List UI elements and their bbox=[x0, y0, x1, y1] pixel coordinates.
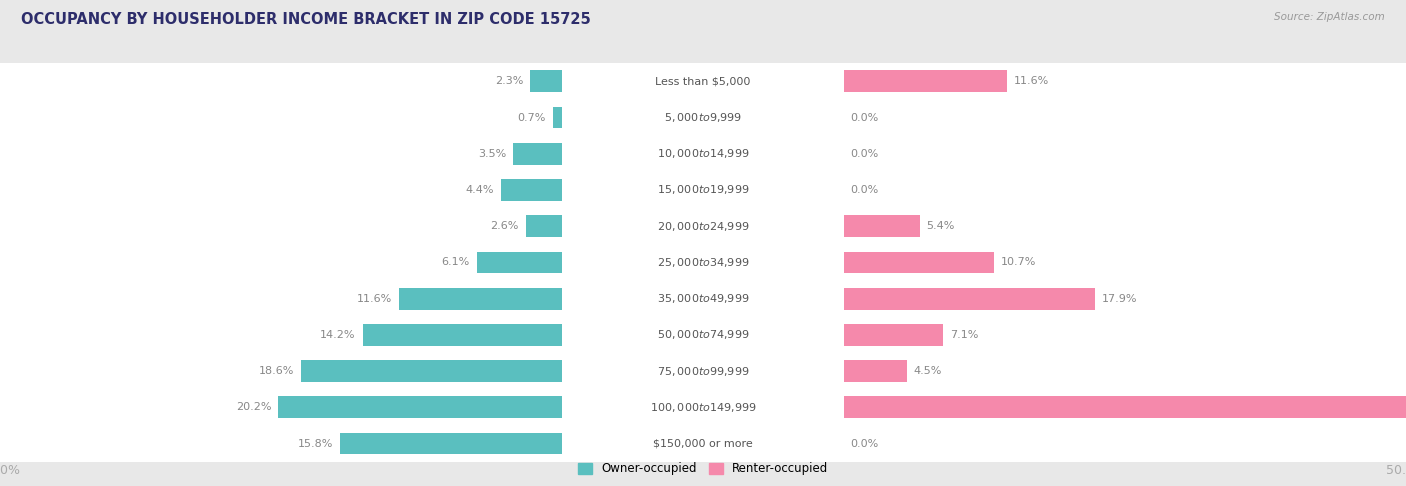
Text: 14.2%: 14.2% bbox=[321, 330, 356, 340]
FancyBboxPatch shape bbox=[0, 317, 1406, 353]
Bar bbox=[530, 70, 562, 92]
Bar bbox=[477, 252, 562, 273]
Bar bbox=[340, 433, 562, 454]
Text: 0.0%: 0.0% bbox=[851, 438, 879, 449]
Bar bbox=[278, 397, 562, 418]
FancyBboxPatch shape bbox=[0, 100, 1406, 136]
Text: 17.9%: 17.9% bbox=[1102, 294, 1137, 304]
Bar bbox=[553, 106, 562, 128]
Bar bbox=[844, 70, 1007, 92]
Text: $20,000 to $24,999: $20,000 to $24,999 bbox=[657, 220, 749, 233]
Text: $35,000 to $49,999: $35,000 to $49,999 bbox=[657, 292, 749, 305]
Text: 4.5%: 4.5% bbox=[914, 366, 942, 376]
Text: 18.6%: 18.6% bbox=[259, 366, 294, 376]
Text: $50,000 to $74,999: $50,000 to $74,999 bbox=[657, 329, 749, 341]
Bar bbox=[844, 324, 943, 346]
Text: OCCUPANCY BY HOUSEHOLDER INCOME BRACKET IN ZIP CODE 15725: OCCUPANCY BY HOUSEHOLDER INCOME BRACKET … bbox=[21, 12, 591, 27]
Text: 0.0%: 0.0% bbox=[851, 149, 879, 159]
Legend: Owner-occupied, Renter-occupied: Owner-occupied, Renter-occupied bbox=[572, 458, 834, 480]
Bar bbox=[844, 288, 1095, 310]
Bar bbox=[844, 215, 920, 237]
Text: 2.6%: 2.6% bbox=[491, 221, 519, 231]
FancyBboxPatch shape bbox=[0, 280, 1406, 317]
Text: $75,000 to $99,999: $75,000 to $99,999 bbox=[657, 364, 749, 378]
Text: $150,000 or more: $150,000 or more bbox=[654, 438, 752, 449]
Text: 11.6%: 11.6% bbox=[1014, 76, 1049, 87]
Text: 7.1%: 7.1% bbox=[950, 330, 979, 340]
Text: 0.7%: 0.7% bbox=[517, 113, 546, 122]
Text: 10.7%: 10.7% bbox=[1001, 258, 1036, 267]
Bar bbox=[513, 143, 562, 165]
Bar bbox=[399, 288, 562, 310]
Text: 0.0%: 0.0% bbox=[851, 113, 879, 122]
FancyBboxPatch shape bbox=[0, 208, 1406, 244]
Text: 3.5%: 3.5% bbox=[478, 149, 506, 159]
Bar bbox=[301, 360, 562, 382]
FancyBboxPatch shape bbox=[0, 136, 1406, 172]
FancyBboxPatch shape bbox=[0, 389, 1406, 425]
Text: $15,000 to $19,999: $15,000 to $19,999 bbox=[657, 184, 749, 196]
FancyBboxPatch shape bbox=[0, 353, 1406, 389]
FancyBboxPatch shape bbox=[0, 172, 1406, 208]
Text: Less than $5,000: Less than $5,000 bbox=[655, 76, 751, 87]
Bar bbox=[526, 215, 562, 237]
Text: 6.1%: 6.1% bbox=[441, 258, 470, 267]
Bar bbox=[844, 252, 994, 273]
Bar bbox=[844, 360, 907, 382]
Text: 15.8%: 15.8% bbox=[298, 438, 333, 449]
Text: 0.0%: 0.0% bbox=[851, 185, 879, 195]
Bar bbox=[501, 179, 562, 201]
FancyBboxPatch shape bbox=[0, 425, 1406, 462]
FancyBboxPatch shape bbox=[0, 63, 1406, 100]
Text: $5,000 to $9,999: $5,000 to $9,999 bbox=[664, 111, 742, 124]
Text: Source: ZipAtlas.com: Source: ZipAtlas.com bbox=[1274, 12, 1385, 22]
Text: $25,000 to $34,999: $25,000 to $34,999 bbox=[657, 256, 749, 269]
Text: 2.3%: 2.3% bbox=[495, 76, 523, 87]
Text: 4.4%: 4.4% bbox=[465, 185, 494, 195]
Text: 5.4%: 5.4% bbox=[927, 221, 955, 231]
Bar bbox=[844, 397, 1406, 418]
Text: 11.6%: 11.6% bbox=[357, 294, 392, 304]
Text: 20.2%: 20.2% bbox=[236, 402, 271, 412]
Text: $10,000 to $14,999: $10,000 to $14,999 bbox=[657, 147, 749, 160]
Text: $100,000 to $149,999: $100,000 to $149,999 bbox=[650, 401, 756, 414]
FancyBboxPatch shape bbox=[0, 244, 1406, 280]
Bar bbox=[363, 324, 562, 346]
